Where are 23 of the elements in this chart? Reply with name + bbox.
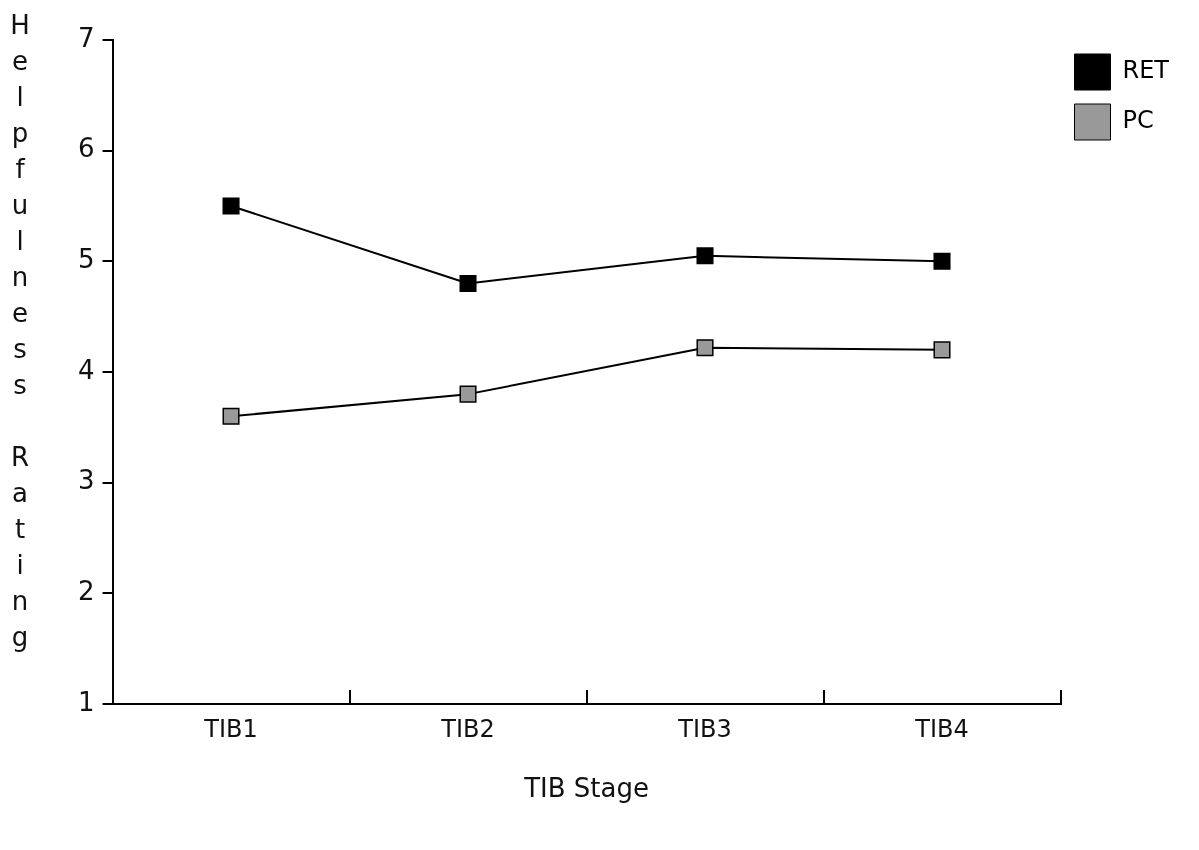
point bbox=[459, 385, 477, 403]
x-axis-title: TIB Stage bbox=[523, 773, 649, 804]
point bbox=[222, 407, 240, 425]
x-tick-label: TIB4 bbox=[914, 714, 969, 743]
y-tick-label: 4 bbox=[78, 354, 95, 385]
x-tick-label: TIB2 bbox=[440, 714, 495, 743]
y-tick-label: 3 bbox=[78, 465, 95, 496]
point bbox=[696, 339, 714, 357]
y-tick-label: 6 bbox=[78, 133, 95, 164]
y-tick-label: 2 bbox=[78, 576, 95, 607]
y-tick-label: 1 bbox=[78, 686, 95, 717]
point bbox=[696, 247, 714, 265]
point bbox=[459, 274, 477, 292]
y-tick-label: 7 bbox=[78, 22, 95, 53]
x-tick-label: TIB1 bbox=[203, 714, 258, 743]
y-tick-label: 5 bbox=[78, 244, 95, 275]
legend-label: PC bbox=[1122, 106, 1154, 135]
y-axis-title: Helpfulness Rating bbox=[4, 10, 36, 658]
legend-label: RET bbox=[1122, 56, 1170, 85]
point bbox=[933, 341, 951, 359]
point bbox=[933, 252, 951, 270]
point bbox=[222, 197, 240, 215]
x-tick-label: TIB3 bbox=[677, 714, 732, 743]
